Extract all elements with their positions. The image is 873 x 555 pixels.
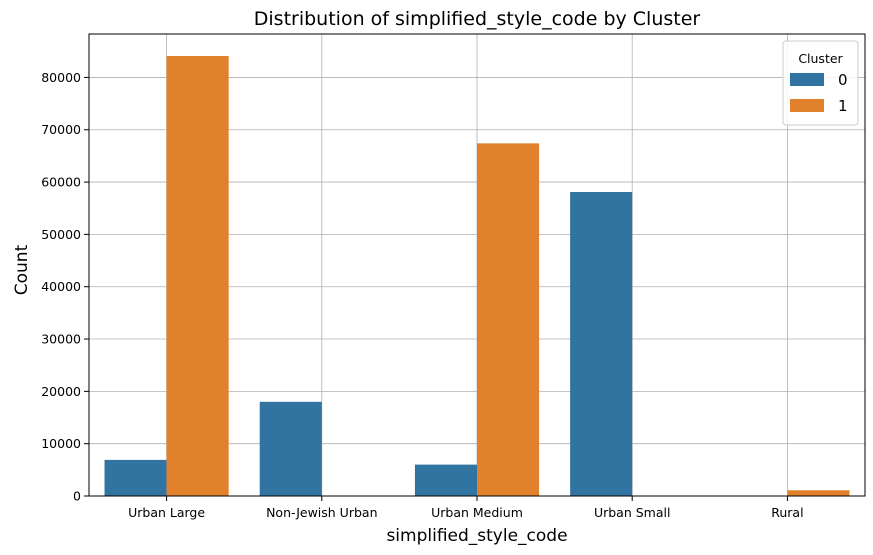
bar-urban-large-cluster-0 [104, 459, 167, 496]
legend-swatch-cluster-1 [790, 99, 824, 112]
x-tick-label-4: Rural [771, 505, 803, 520]
y-tick-label-7: 70000 [41, 122, 81, 137]
legend-title: Cluster [798, 51, 843, 66]
bar-urban-small-cluster-0 [570, 192, 633, 496]
x-tick-label-3: Urban Small [594, 505, 671, 520]
legend: Cluster 0 1 [782, 40, 859, 126]
y-tick-label-5: 50000 [41, 227, 81, 242]
y-tick-label-3: 30000 [41, 332, 81, 347]
y-tick-label-0: 0 [73, 489, 81, 504]
y-tick-label-8: 80000 [41, 70, 81, 85]
bar-urban-medium-cluster-0 [414, 464, 477, 496]
bars [104, 55, 850, 496]
legend-label-cluster-1: 1 [838, 97, 848, 115]
y-tick-label-6: 60000 [41, 175, 81, 190]
legend-label-cluster-0: 0 [838, 71, 848, 89]
y-axis-ticks: 0 10000 20000 30000 40000 50000 60000 70000 8000… [41, 70, 89, 504]
bar-urban-medium-cluster-1 [477, 143, 540, 496]
x-tick-label-0: Urban Large [128, 505, 205, 520]
x-tick-label-1: Non-Jewish Urban [266, 505, 377, 520]
y-axis-label: Count [12, 244, 32, 295]
bar-urban-large-cluster-1 [166, 55, 229, 496]
y-tick-label-2: 20000 [41, 384, 81, 399]
legend-swatch-cluster-0 [790, 73, 824, 86]
y-tick-label-1: 10000 [41, 436, 81, 451]
x-tick-label-2: Urban Medium [431, 505, 523, 520]
y-tick-label-4: 40000 [41, 279, 81, 294]
bar-rural-cluster-1 [787, 490, 850, 496]
x-axis-label: simplified_style_code [386, 526, 567, 546]
bar-non-jewish-urban-cluster-0 [259, 401, 322, 496]
chart-title: Distribution of simplified_style_code by… [254, 8, 701, 30]
x-axis-ticks: Urban Large Non-Jewish Urban Urban Medium U… [128, 496, 804, 520]
